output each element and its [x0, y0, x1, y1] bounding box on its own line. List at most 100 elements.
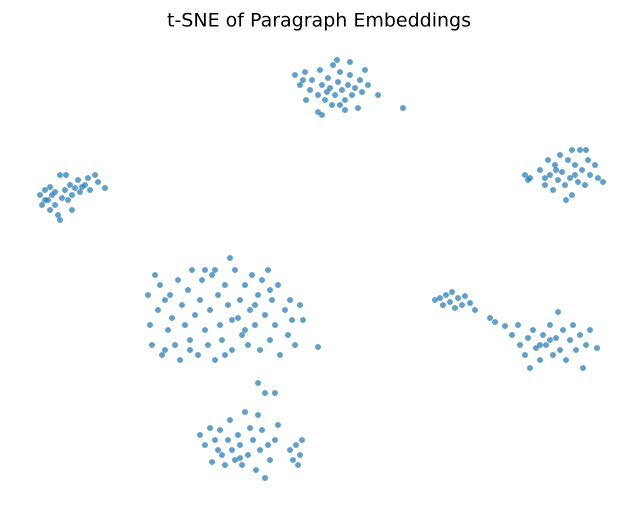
chart-title: t-SNE of Paragraph Embeddings	[167, 10, 471, 32]
point	[296, 301, 304, 309]
point	[318, 111, 326, 119]
point	[542, 341, 550, 349]
point	[461, 292, 469, 300]
point	[552, 334, 560, 342]
point	[314, 91, 322, 99]
point	[439, 301, 447, 309]
point	[261, 389, 269, 397]
point	[294, 461, 302, 469]
point	[292, 441, 300, 449]
point	[334, 78, 342, 86]
point	[442, 291, 450, 299]
point	[218, 451, 226, 459]
point	[591, 161, 599, 169]
point	[266, 456, 274, 464]
point	[526, 174, 534, 182]
point	[562, 356, 570, 364]
point	[599, 178, 607, 186]
point	[346, 71, 354, 79]
point	[171, 341, 179, 349]
point	[546, 321, 554, 329]
point	[161, 296, 169, 304]
point	[298, 436, 306, 444]
point	[201, 441, 209, 449]
point	[399, 104, 407, 112]
point	[146, 321, 154, 329]
point	[556, 346, 564, 354]
point	[556, 151, 564, 159]
point	[336, 68, 344, 76]
point	[196, 431, 204, 439]
point	[164, 326, 172, 334]
point	[458, 301, 466, 309]
point	[211, 266, 219, 274]
point	[566, 174, 574, 182]
point	[571, 161, 579, 169]
point	[448, 288, 456, 296]
point	[144, 291, 152, 299]
point	[266, 286, 274, 294]
point	[286, 296, 294, 304]
point	[271, 321, 279, 329]
point	[284, 331, 292, 339]
point	[308, 76, 316, 84]
point	[226, 416, 234, 424]
point	[296, 451, 304, 459]
point	[291, 341, 299, 349]
point	[244, 451, 252, 459]
point	[291, 71, 299, 79]
point	[491, 318, 499, 326]
point	[344, 81, 352, 89]
point	[572, 346, 580, 354]
point	[576, 146, 584, 154]
point	[76, 188, 84, 196]
point	[451, 304, 459, 312]
point	[586, 326, 594, 334]
point	[214, 446, 222, 454]
point	[562, 196, 570, 204]
point	[333, 56, 341, 64]
point	[58, 194, 66, 202]
point	[41, 196, 49, 204]
point	[264, 266, 272, 274]
point	[216, 321, 224, 329]
point	[62, 171, 70, 179]
point	[264, 441, 272, 449]
point	[549, 186, 557, 194]
point	[521, 351, 529, 359]
point	[354, 104, 362, 112]
point	[249, 436, 257, 444]
point	[541, 181, 549, 189]
point	[166, 291, 174, 299]
point	[221, 351, 229, 359]
point	[236, 454, 244, 462]
point	[524, 334, 532, 342]
point	[154, 306, 162, 314]
point	[568, 191, 576, 199]
point	[84, 174, 92, 182]
point	[71, 184, 79, 192]
point	[94, 178, 102, 186]
point	[356, 76, 364, 84]
point	[532, 344, 540, 352]
point	[46, 183, 54, 191]
point	[68, 191, 76, 199]
point	[101, 184, 109, 192]
point	[301, 68, 309, 76]
point	[256, 446, 264, 454]
point	[201, 266, 209, 274]
point	[584, 156, 592, 164]
point	[296, 81, 304, 89]
point	[258, 276, 266, 284]
point	[564, 156, 572, 164]
point	[68, 206, 76, 214]
point	[254, 411, 262, 419]
point	[56, 171, 64, 179]
point	[358, 88, 366, 96]
point	[594, 174, 602, 182]
point	[338, 86, 346, 94]
point	[224, 301, 232, 309]
point	[236, 441, 244, 449]
point	[328, 101, 336, 109]
point	[148, 341, 156, 349]
